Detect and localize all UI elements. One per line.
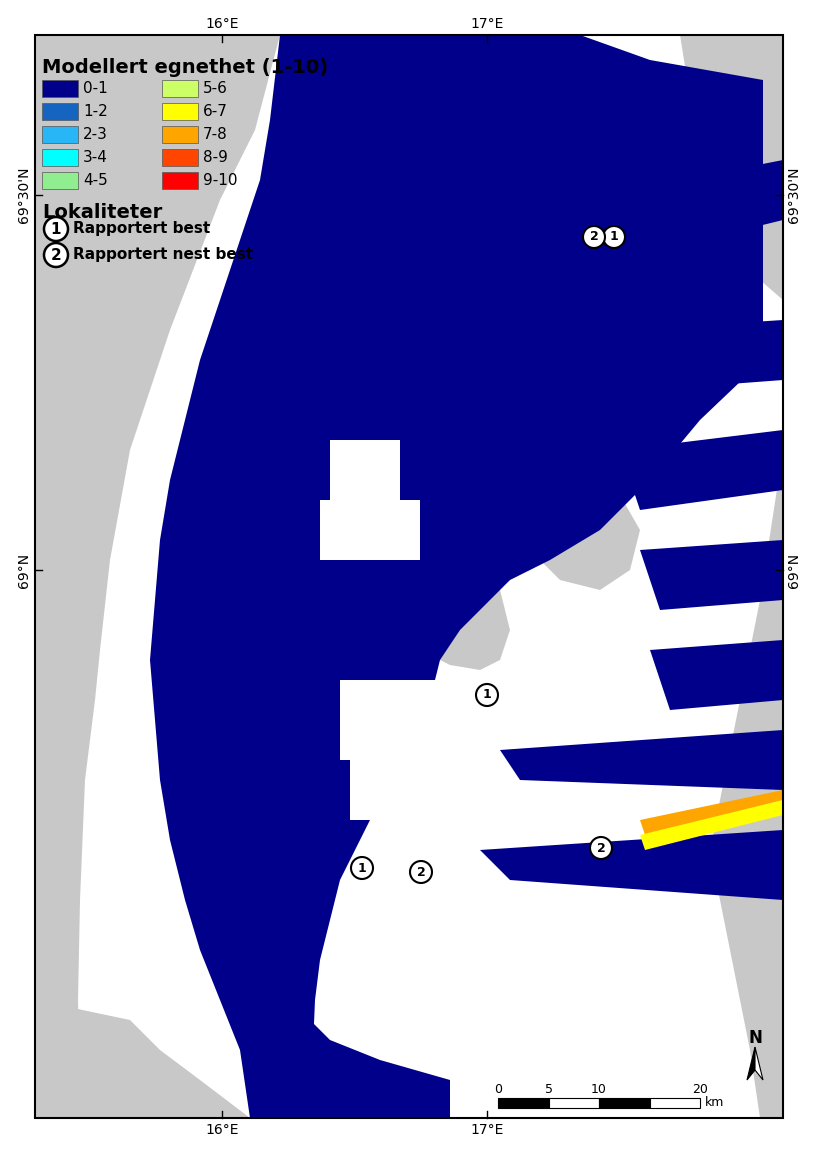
Bar [42,172,78,189]
Polygon shape [755,1047,763,1080]
Text: 17°E: 17°E [470,17,504,31]
Text: 69°N: 69°N [787,552,801,588]
Text: 9-10: 9-10 [203,173,237,188]
Circle shape [583,226,605,248]
Bar [599,1098,650,1108]
Polygon shape [480,830,783,900]
Text: 16°E: 16°E [205,17,239,31]
Circle shape [44,217,68,241]
Polygon shape [620,430,783,510]
Polygon shape [310,1020,450,1118]
Text: 17°E: 17°E [470,1123,504,1137]
Bar [498,1098,549,1108]
Text: 2: 2 [416,866,425,879]
Bar [650,1098,700,1108]
Polygon shape [640,800,783,850]
Circle shape [410,861,432,883]
Polygon shape [625,321,783,390]
Text: 2: 2 [589,231,598,243]
Bar [42,80,78,97]
Polygon shape [580,35,783,300]
Text: km: km [705,1097,724,1109]
Bar [162,172,198,189]
Text: 1: 1 [610,231,619,243]
Polygon shape [150,35,763,1118]
Polygon shape [350,760,490,820]
Polygon shape [575,160,783,259]
Text: 4-5: 4-5 [83,173,108,188]
Text: 5-6: 5-6 [203,81,228,96]
Text: Lokaliteter: Lokaliteter [42,203,163,223]
Bar [162,103,198,120]
Text: 3-4: 3-4 [83,150,108,165]
Polygon shape [340,680,490,700]
Polygon shape [420,700,490,760]
Text: 2: 2 [597,842,606,854]
Polygon shape [35,35,783,1118]
Polygon shape [330,680,490,820]
Polygon shape [650,640,783,710]
Polygon shape [320,360,420,440]
Bar [42,149,78,166]
Polygon shape [330,440,400,500]
Circle shape [603,226,625,248]
Text: 0: 0 [494,1083,502,1097]
Bar [549,1098,599,1108]
Text: 8-9: 8-9 [203,150,228,165]
Polygon shape [35,35,280,1118]
Polygon shape [640,790,783,835]
Polygon shape [35,1000,250,1118]
Text: 0-1: 0-1 [83,81,108,96]
Text: 20: 20 [692,1083,708,1097]
Text: 69°N: 69°N [17,552,31,588]
Polygon shape [500,730,783,790]
Text: 1: 1 [358,861,367,874]
Text: 2-3: 2-3 [83,127,108,142]
Polygon shape [375,530,510,670]
Text: Rapportert best: Rapportert best [73,221,211,236]
Text: 6-7: 6-7 [203,104,228,119]
Bar [162,149,198,166]
Text: 1: 1 [50,221,61,236]
Bar [42,126,78,143]
Text: 2: 2 [50,248,61,263]
Text: Rapportert nest best: Rapportert nest best [73,248,253,263]
Text: 1: 1 [483,688,491,701]
Circle shape [590,837,612,859]
Text: 69°30'N: 69°30'N [17,167,31,224]
Circle shape [476,684,498,706]
Bar [42,103,78,120]
Circle shape [351,857,373,879]
Text: Modellert egnethet (1-10): Modellert egnethet (1-10) [42,58,328,77]
Text: 16°E: 16°E [205,1123,239,1137]
Text: 5: 5 [545,1083,553,1097]
Polygon shape [710,351,783,1118]
Bar [162,80,198,97]
Bar [162,126,198,143]
Polygon shape [530,480,640,590]
Polygon shape [640,540,783,610]
Polygon shape [747,1047,755,1080]
Polygon shape [340,700,420,760]
Text: 7-8: 7-8 [203,127,228,142]
Circle shape [44,243,68,267]
Text: 1-2: 1-2 [83,104,108,119]
Polygon shape [320,500,420,560]
Text: N: N [748,1028,762,1047]
Text: 69°30'N: 69°30'N [787,167,801,224]
Text: 10: 10 [591,1083,607,1097]
